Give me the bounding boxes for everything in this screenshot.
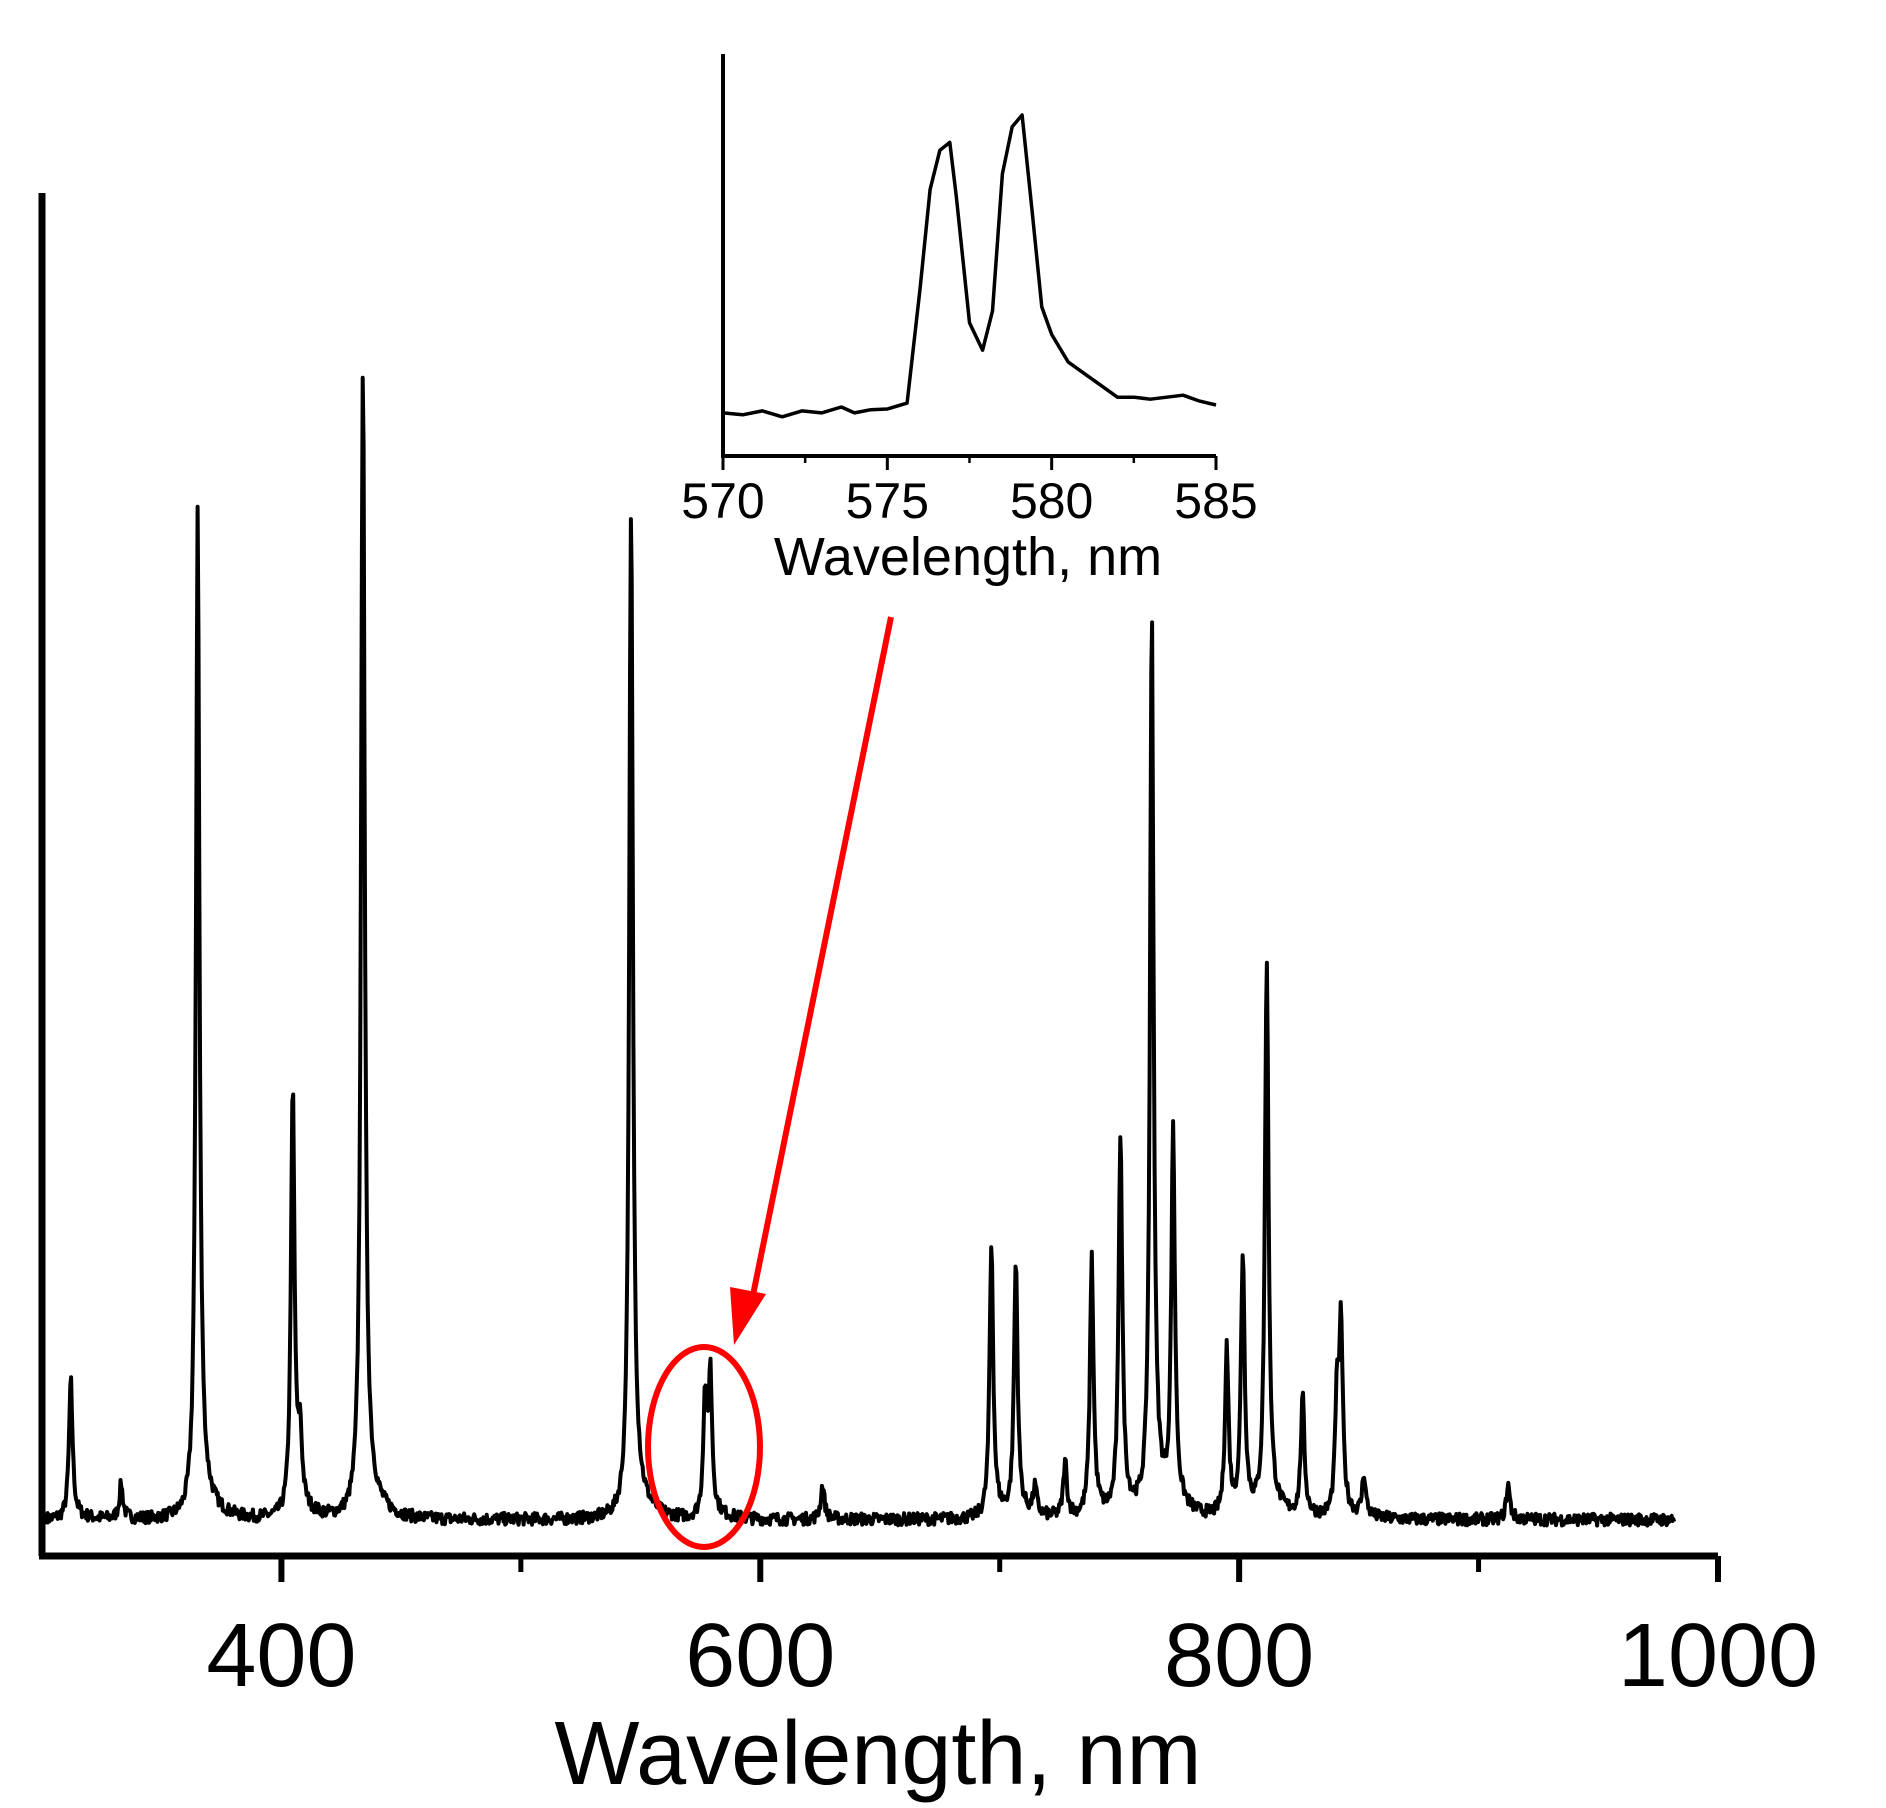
inset-spectrum-line bbox=[722, 113, 1217, 419]
main-x-tick-label: 800 bbox=[1164, 1606, 1314, 1706]
inset-x-tick-labels: 570 575 580 585 bbox=[681, 473, 1257, 529]
zoom-annotation bbox=[645, 616, 894, 1550]
main-x-ticks bbox=[278, 1556, 1721, 1582]
main-x-axis-label: Wavelength, nm bbox=[555, 1704, 1202, 1804]
main-x-tick-label: 1000 bbox=[1618, 1606, 1818, 1706]
inset-chart: 570 575 580 585 Wavelength, nm bbox=[681, 54, 1258, 587]
main-spectrum-line bbox=[44, 375, 1677, 1528]
highlight-ellipse bbox=[645, 1344, 763, 1550]
pointer-arrow-head bbox=[730, 1287, 766, 1345]
pointer-arrow-shaft bbox=[749, 616, 894, 1301]
inset-x-tick-label: 570 bbox=[681, 473, 764, 529]
inset-x-tick-label: 580 bbox=[1010, 473, 1093, 529]
main-x-tick-label: 600 bbox=[685, 1606, 835, 1706]
main-chart: 400 600 800 1000 Wavelength, nm bbox=[38, 193, 1818, 1804]
inset-x-tick-label: 585 bbox=[1174, 473, 1257, 529]
inset-x-tick-label: 575 bbox=[846, 473, 929, 529]
inset-x-axis-label: Wavelength, nm bbox=[774, 527, 1162, 587]
main-x-tick-label: 400 bbox=[206, 1606, 356, 1706]
inset-x-ticks bbox=[721, 456, 1218, 470]
main-x-tick-labels: 400 600 800 1000 bbox=[206, 1606, 1818, 1706]
